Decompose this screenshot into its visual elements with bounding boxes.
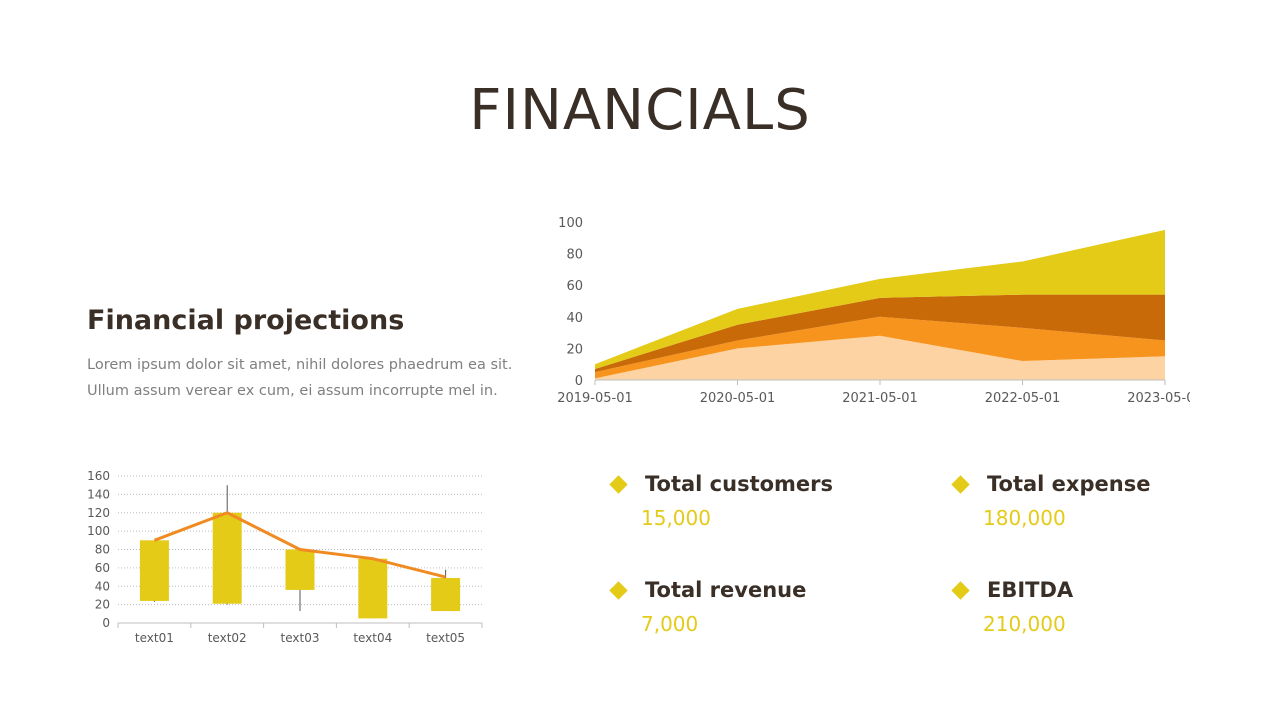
y-tick-label: 100 [87, 524, 110, 538]
bar-text05 [431, 577, 461, 612]
stat-value: 7,000 [641, 612, 699, 636]
trend-line [153, 511, 446, 579]
y-tick-label: 40 [566, 311, 583, 326]
bar-text03 [285, 549, 315, 590]
y-tick-label: 60 [95, 561, 110, 575]
bar-text04 [358, 558, 388, 619]
x-tick-label: 2020-05-01 [700, 391, 776, 406]
x-tick-label: text01 [135, 631, 174, 645]
area-series-1 [595, 335, 1165, 380]
y-tick-label: 0 [102, 616, 110, 630]
area-chart: 0 20 40 60 80 100 2019-05-01 2020-05-01 2021-05-… [557, 216, 1190, 406]
stat-value: 180,000 [983, 506, 1066, 530]
candlestick-chart: 0 20 40 60 80 100 120 140 160 text01 text02 text03 t… [87, 469, 483, 645]
y-tick-label: 60 [566, 279, 583, 294]
stat-total-expense: Total expense 180,000 [950, 472, 1150, 530]
x-tick-label: 2019-05-01 [557, 391, 633, 406]
x-tick-label: text04 [353, 631, 392, 645]
x-tick-label: text02 [208, 631, 247, 645]
y-tick-label: 80 [95, 543, 110, 557]
y-tick-label: 120 [87, 506, 110, 520]
y-tick-label: 80 [566, 248, 583, 263]
diamond-icon [609, 474, 628, 494]
y-tick-label: 20 [566, 342, 583, 357]
x-tick-label: text05 [426, 631, 465, 645]
stat-label: Total revenue [645, 578, 807, 602]
x-tick-label: 2023-05-01 [1127, 391, 1190, 406]
y-tick-label: 40 [95, 579, 110, 593]
x-tick-label: text03 [281, 631, 320, 645]
bar-text01 [139, 540, 169, 601]
stat-value: 210,000 [983, 612, 1066, 636]
area-series-3 [595, 294, 1165, 373]
stat-label: Total expense [987, 472, 1151, 496]
stat-label: Total customers [645, 472, 834, 496]
stat-ebitda: EBITDA 210,000 [950, 578, 1073, 636]
stat-total-customers: Total customers 15,000 [608, 472, 833, 530]
y-tick-label: 140 [87, 487, 110, 501]
y-tick-label: 0 [575, 374, 583, 389]
section-description: Lorem ipsum dolor sit amet, nihil dolore… [87, 357, 513, 399]
y-tick-label: 100 [558, 216, 583, 231]
area-series-4 [595, 229, 1165, 369]
y-tick-label: 20 [95, 598, 110, 612]
diamond-icon [951, 580, 970, 600]
diamond-icon [609, 580, 628, 600]
x-tick-label: 2022-05-01 [985, 391, 1061, 406]
stat-total-revenue: Total revenue 7,000 [608, 578, 806, 636]
diamond-icon [951, 474, 970, 494]
bar-text02 [212, 512, 242, 604]
stat-value: 15,000 [641, 506, 711, 530]
x-tick-label: 2021-05-01 [842, 391, 918, 406]
page-title: FINANCIALS [469, 78, 811, 143]
y-tick-label: 160 [87, 469, 110, 483]
area-series-2 [595, 316, 1165, 379]
section-subtitle: Financial projections [87, 305, 405, 336]
stat-label: EBITDA [987, 578, 1074, 602]
